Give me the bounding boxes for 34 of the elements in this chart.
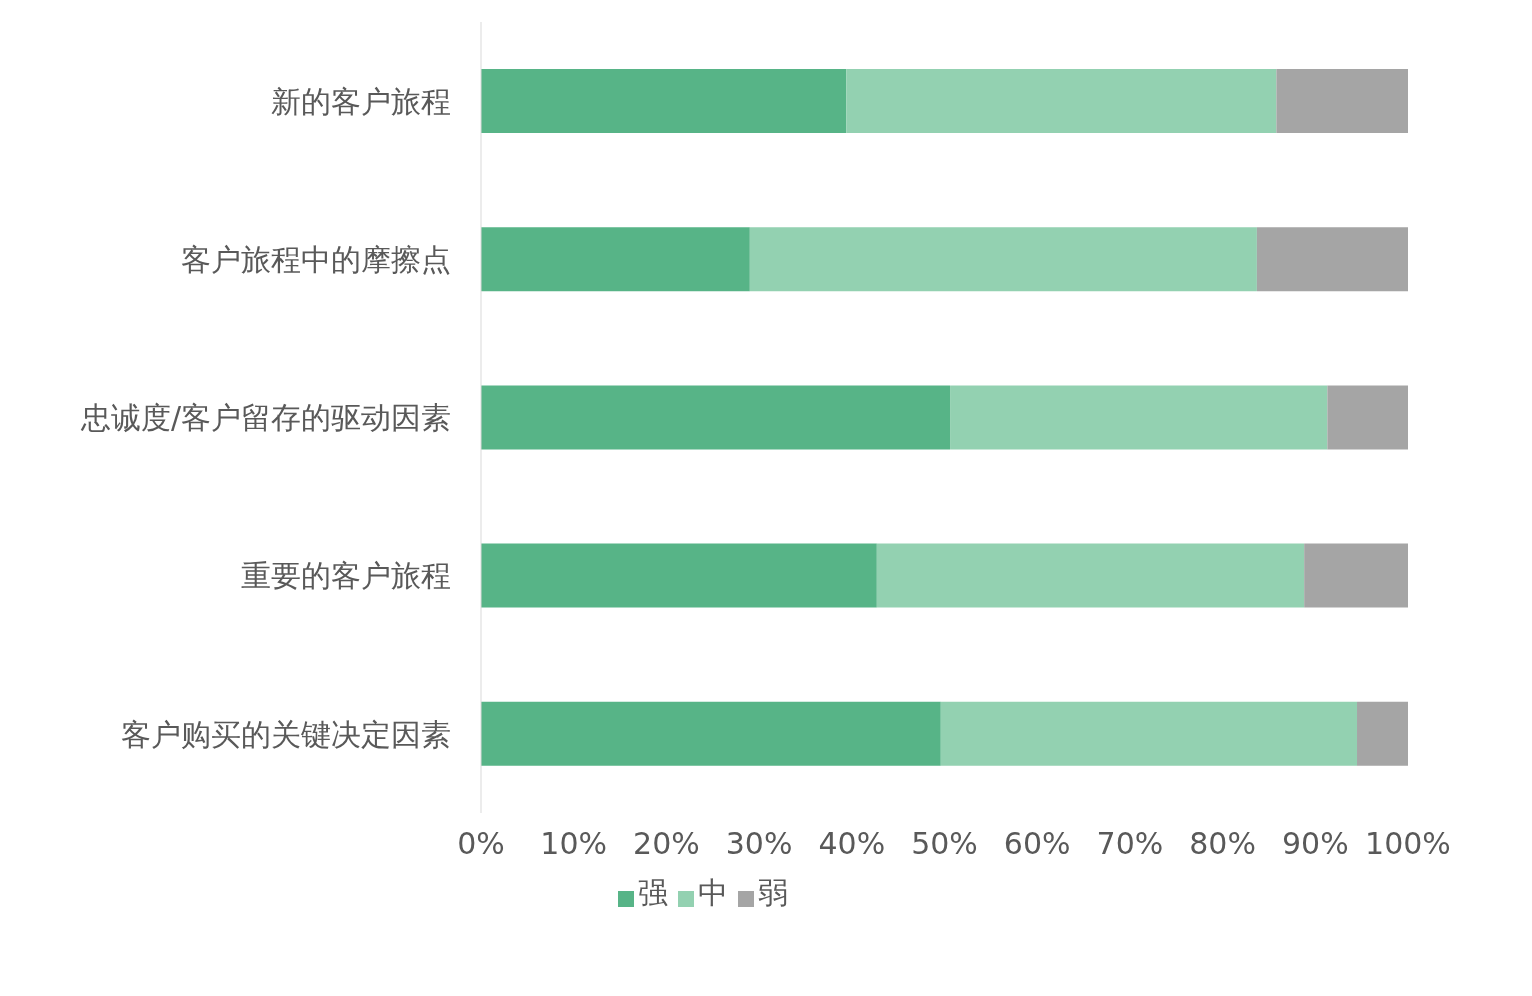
y-tick-label: 忠诚度/客户留存的驱动因素 — [79, 400, 451, 436]
legend-label: 弱 — [758, 875, 788, 910]
x-tick-label: 50% — [911, 826, 978, 862]
bar — [950, 385, 1328, 450]
x-tick-label: 100% — [1365, 826, 1451, 862]
bar — [1327, 385, 1408, 450]
x-tick-label: 0% — [457, 826, 505, 862]
bar — [876, 543, 1305, 608]
bar — [481, 701, 941, 766]
y-tick-label: 新的客户旅程 — [271, 83, 451, 119]
bar — [1276, 69, 1408, 133]
x-tick-label: 80% — [1189, 826, 1256, 862]
legend-label: 强 — [638, 875, 668, 910]
x-tick-label: 70% — [1096, 826, 1164, 862]
bar — [481, 227, 750, 292]
bar — [749, 227, 1257, 292]
bar — [481, 69, 847, 133]
x-tick-label: 90% — [1281, 826, 1349, 862]
bar — [1304, 543, 1408, 608]
legend-label: 中 — [698, 875, 728, 910]
x-tick-label: 40% — [818, 826, 886, 862]
bar — [481, 543, 877, 608]
x-tick-label: 10% — [540, 826, 608, 862]
bar — [1357, 701, 1408, 766]
y-tick-label: 客户旅程中的摩擦点 — [181, 241, 451, 277]
bar — [846, 69, 1277, 133]
x-tick-label: 30% — [725, 826, 793, 862]
x-tick-label: 20% — [633, 826, 700, 862]
y-tick-label: 重要的客户旅程 — [241, 558, 451, 594]
bar — [1256, 227, 1408, 292]
bar — [940, 701, 1358, 766]
y-tick-label: 客户购买的关键决定因素 — [121, 716, 451, 752]
bar — [481, 385, 951, 450]
x-tick-label: 60% — [1003, 826, 1071, 862]
